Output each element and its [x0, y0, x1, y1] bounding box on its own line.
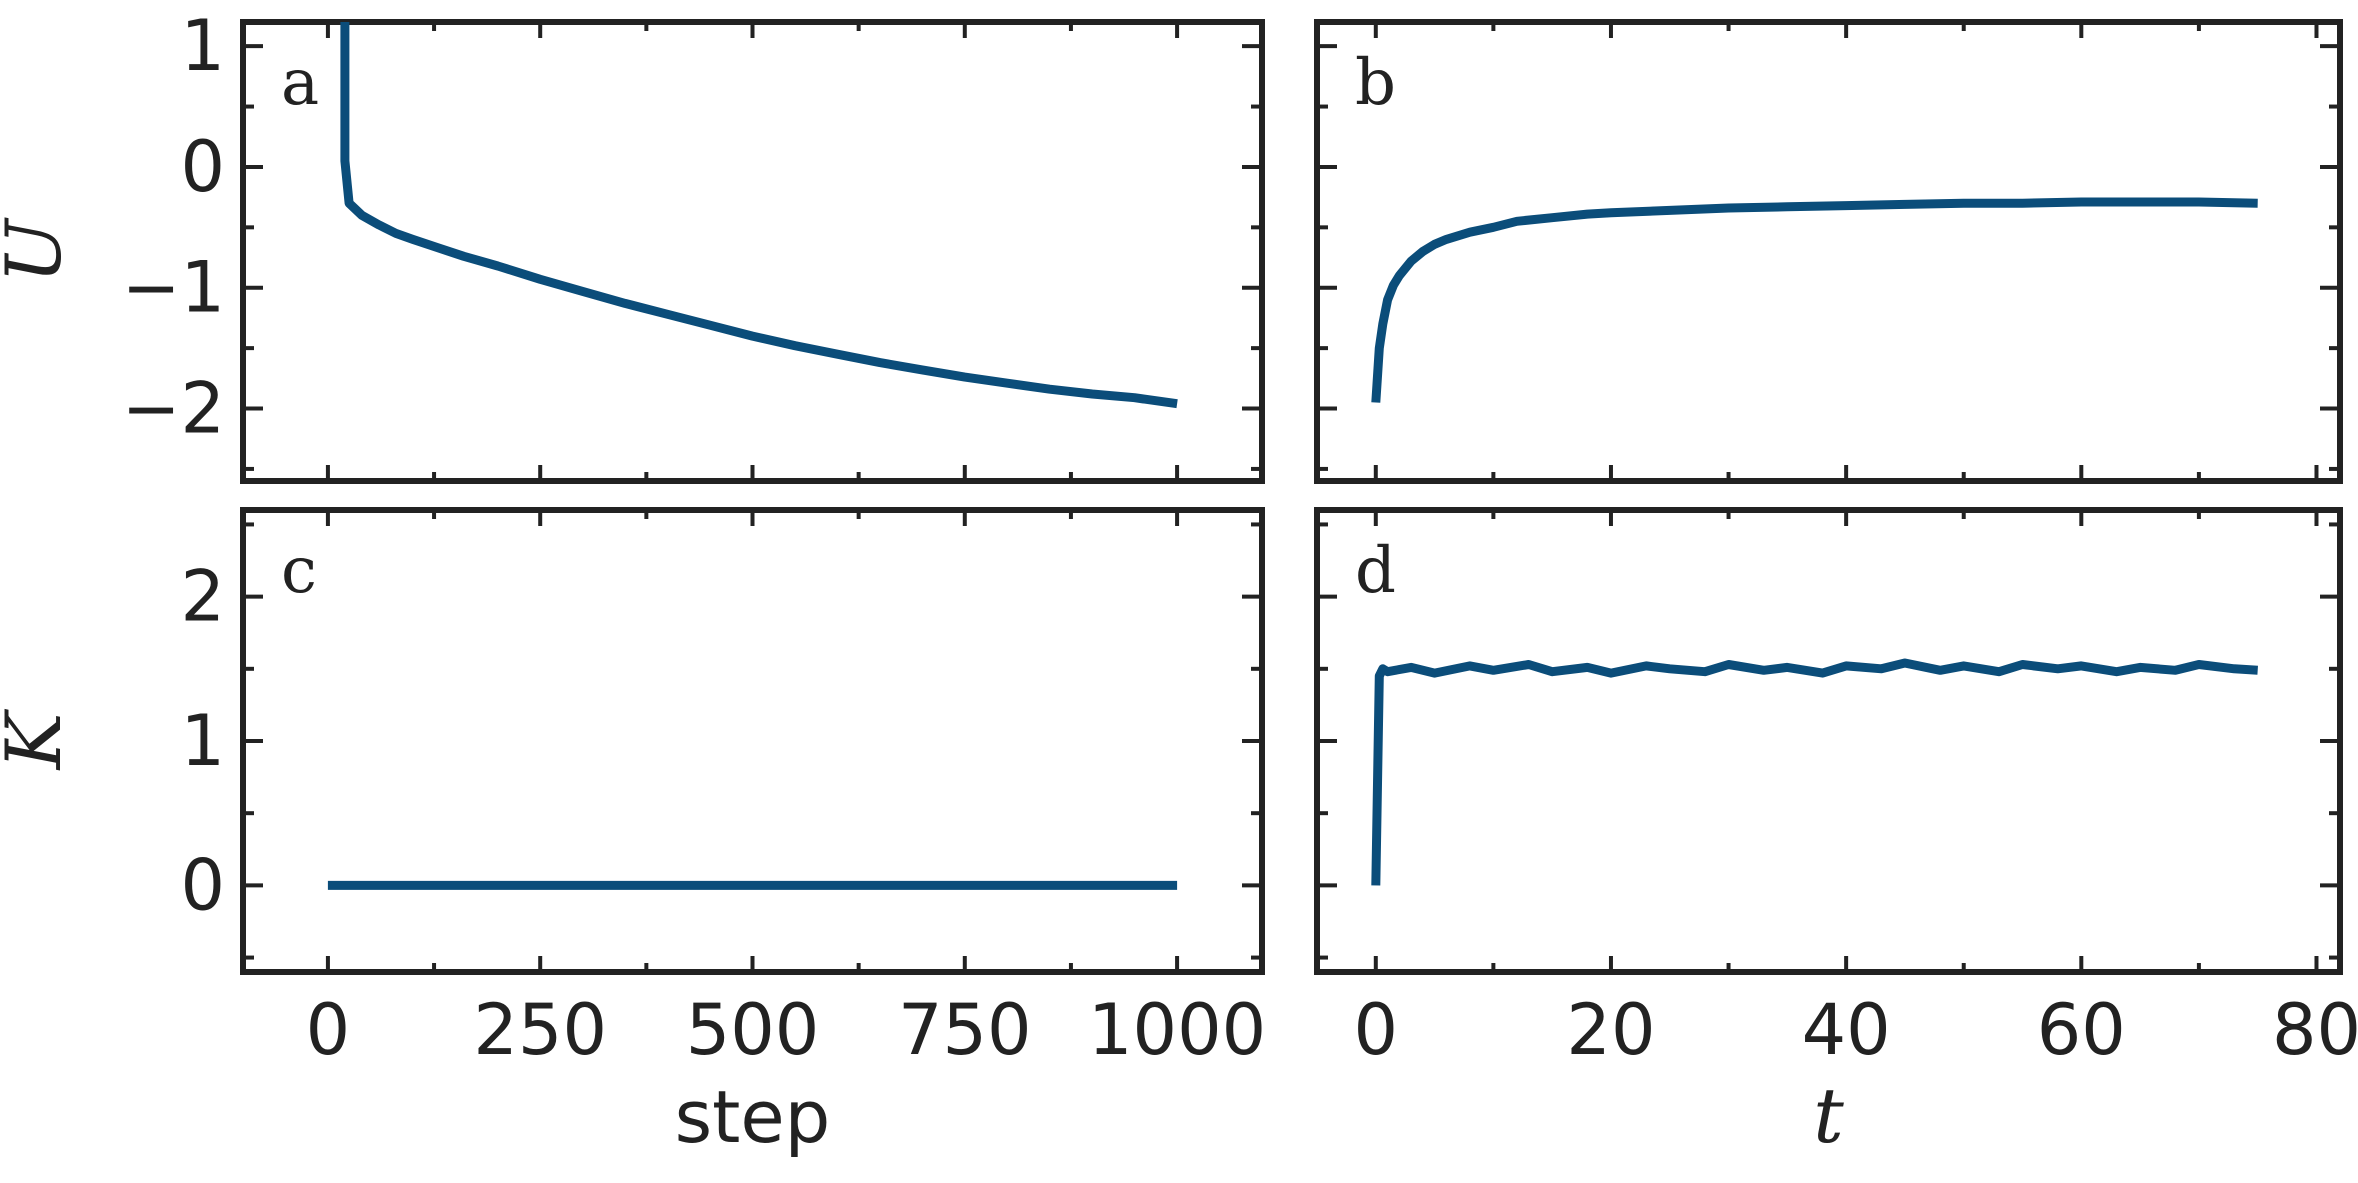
series-line — [340, 22, 1178, 409]
y-tick-label: 0 — [180, 844, 225, 926]
panel-letter: c — [281, 534, 317, 608]
y-tick-label: 2 — [180, 556, 225, 638]
x-tick-label: 80 — [2272, 989, 2358, 1071]
x-tick-label: 0 — [1354, 989, 1399, 1071]
x-tick-label: 40 — [1802, 989, 1891, 1071]
panel-frame — [240, 507, 1265, 975]
x-tick-label: 500 — [686, 989, 820, 1071]
panel-b: b — [1314, 19, 2343, 484]
panel-c: 0 1 2 0 250 500 750 1000 Kstep c — [0, 507, 1266, 1159]
x-tick-label: 250 — [473, 989, 607, 1071]
panel-letter: a — [281, 46, 319, 120]
x-axis-label: step — [675, 1075, 831, 1159]
y-tick-label: −2 — [122, 368, 225, 450]
y-tick-label: 1 — [180, 700, 225, 782]
panel-d: 0 20 40 60 80 t d — [1314, 507, 2358, 1160]
series-line — [1371, 658, 2258, 886]
panel-frame — [1314, 507, 2343, 975]
panel-a: −2 −1 0 1 Ua — [0, 5, 1265, 484]
x-tick-label: 60 — [2037, 989, 2126, 1071]
x-tick-label: 0 — [306, 989, 351, 1071]
x-axis-label: t — [1813, 1071, 1844, 1160]
y-axis-label: U — [0, 217, 78, 284]
x-tick-label: 750 — [898, 989, 1032, 1071]
y-tick-label: 0 — [180, 126, 225, 208]
x-tick-label: 1000 — [1088, 989, 1266, 1071]
series-line — [1371, 197, 2258, 403]
y-tick-label: 1 — [180, 5, 225, 87]
panel-letter: d — [1355, 534, 1396, 608]
panel-frame — [240, 19, 1265, 484]
panel-letter: b — [1355, 46, 1396, 120]
x-tick-label: 20 — [1566, 989, 1655, 1071]
panel-frame — [1314, 19, 2343, 484]
y-tick-label: −1 — [122, 247, 225, 329]
y-axis-label: K — [0, 708, 78, 771]
